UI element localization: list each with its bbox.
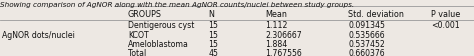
Text: 15: 15 [209,21,219,30]
Text: 15: 15 [209,30,219,39]
Text: 1.112: 1.112 [265,21,288,30]
Text: 0.535666: 0.535666 [348,30,385,39]
Text: 45: 45 [209,48,219,56]
Text: 0.537452: 0.537452 [348,39,385,48]
Text: 15: 15 [209,39,219,48]
Text: Ameloblastoma: Ameloblastoma [128,39,189,48]
Text: N: N [209,10,214,19]
Text: 2.306667: 2.306667 [265,30,302,39]
Text: Mean: Mean [265,10,287,19]
Text: Std. deviation: Std. deviation [348,10,404,19]
Text: P value: P value [431,10,461,19]
Text: Dentigerous cyst: Dentigerous cyst [128,21,194,30]
Text: Total: Total [128,48,146,56]
Text: 1.767556: 1.767556 [265,48,302,56]
Text: GROUPS: GROUPS [128,10,162,19]
Text: AgNOR dots/nuclei: AgNOR dots/nuclei [2,30,75,39]
Text: <0.001: <0.001 [431,21,460,30]
Text: 0.660376: 0.660376 [348,48,385,56]
Text: Showing comparison of AgNOR along with the mean AgNOR counts/nuclei between stud: Showing comparison of AgNOR along with t… [0,2,354,8]
Text: 1.884: 1.884 [265,39,288,48]
Text: KCOT: KCOT [128,30,149,39]
Text: 0.091345: 0.091345 [348,21,385,30]
